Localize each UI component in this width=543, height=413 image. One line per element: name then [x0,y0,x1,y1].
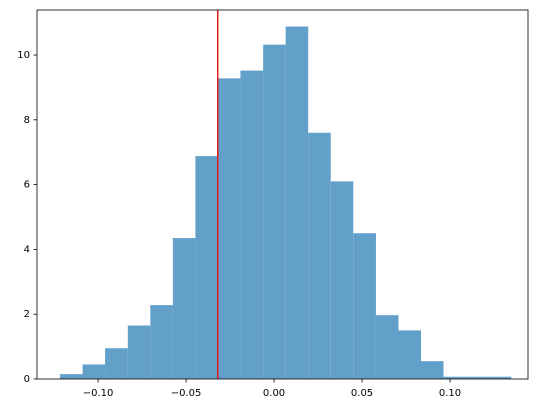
bar [285,26,309,379]
bar [172,238,196,379]
bar [330,181,354,379]
bar [375,315,399,379]
bar [308,132,331,379]
plot-frame [36,9,529,380]
bar [353,233,376,379]
y-tick-label: 8 [24,115,30,126]
bar [195,156,218,379]
bar [217,78,241,379]
bar [466,376,489,379]
bar [398,330,422,379]
bar [421,361,444,379]
bar [443,376,467,379]
bar [240,70,264,379]
y-tick-label: 2 [24,309,30,320]
y-tick-label: 6 [24,180,30,191]
x-tick-label: −0.10 [83,388,114,399]
x-tick-label: 0.05 [351,388,373,399]
y-tick-label: 0 [24,374,30,385]
bar [127,325,151,379]
x-tick-label: −0.05 [171,388,202,399]
bar [60,374,83,379]
x-tick-label: 0.00 [263,388,285,399]
bar [488,376,512,379]
bar [82,364,106,379]
bar [105,348,128,379]
bar [263,44,286,380]
y-tick-label: 4 [24,244,30,255]
bar [150,305,173,379]
x-tick-label: 0.10 [439,388,461,399]
y-tick-label: 10 [17,50,30,61]
